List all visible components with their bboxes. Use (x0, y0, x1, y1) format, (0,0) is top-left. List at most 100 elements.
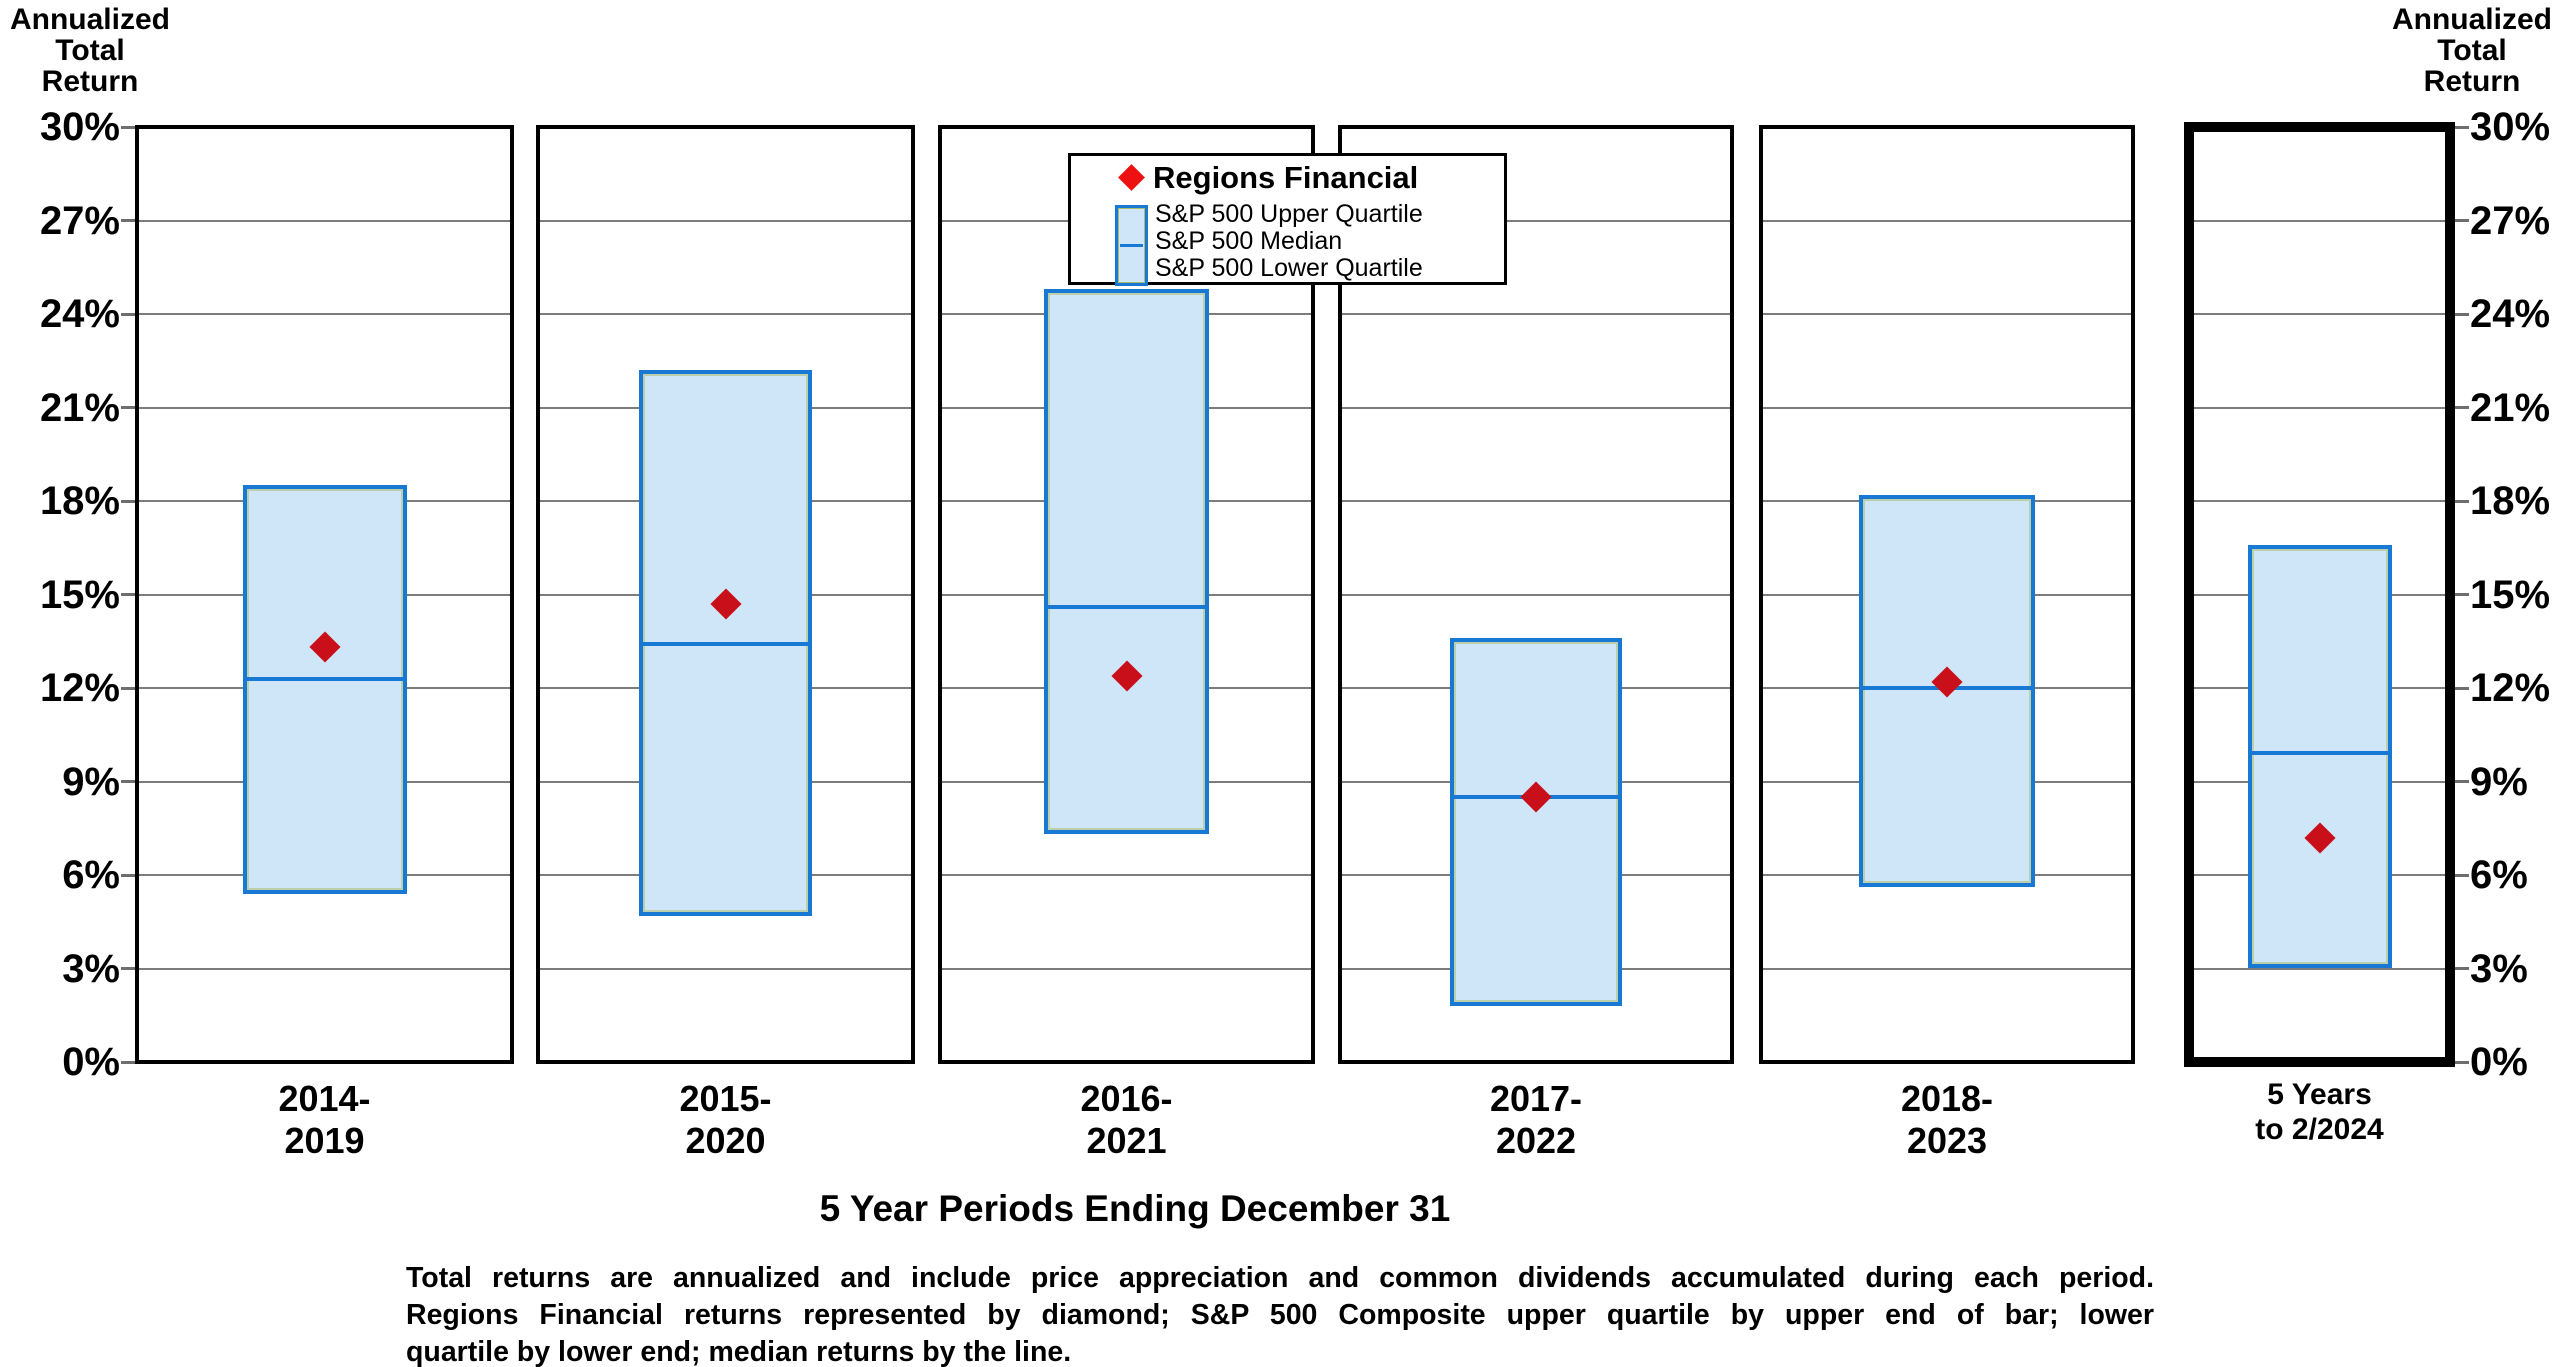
period-label-line: 2019 (284, 1119, 365, 1161)
y-tick-mark-right (2455, 686, 2469, 690)
y-axis-title-left: Annualized Total Return (0, 4, 180, 97)
period-panel (1759, 125, 2135, 1064)
y-tick-label-right: 18% (2470, 479, 2551, 523)
y-tick-label-left: 15% (39, 572, 120, 617)
period-panel (536, 125, 915, 1064)
median-line-sample-icon (1120, 244, 1143, 247)
gridline (139, 967, 510, 970)
gridline (139, 313, 510, 315)
y-tick-label-left: 3% (62, 946, 120, 991)
y-axis-title-right-line: Return (2423, 65, 2521, 98)
y-tick-mark-left (121, 406, 136, 409)
sp500-quartile-bar (1450, 638, 1622, 1006)
y-tick-mark-left (121, 1060, 136, 1064)
y-axis-title-right-line: Total (2437, 34, 2507, 67)
period-label-line: 2020 (685, 1119, 766, 1161)
y-tick-label-right: 21% (2470, 385, 2551, 430)
y-axis-title-right-line: Annualized (2391, 3, 2552, 36)
y-tick-mark-left (121, 686, 136, 690)
gridline (2194, 406, 2445, 409)
y-tick-label-right: 12% (2470, 666, 2551, 710)
footnote: Total returns are annualized and include… (406, 1260, 2154, 1367)
y-tick-mark-left (121, 219, 136, 222)
x-axis-title: 5 Year Periods Ending December 31 (819, 1188, 1451, 1229)
quartile-bar-sample-icon (1115, 205, 1148, 286)
sp500-median-line (245, 676, 404, 681)
period-label: 5 Years to 2/2024 (2150, 1078, 2490, 1148)
period-label-line: 2021 (1086, 1119, 1167, 1161)
gridline (1342, 219, 1730, 222)
legend: Regions Financial S&P 500 Upper Quartile… (1068, 153, 1507, 286)
y-tick-mark-right (2455, 406, 2469, 409)
y-tick-label-right: 30% (2470, 105, 2551, 149)
y-axis-title-left-line: Annualized (9, 3, 170, 36)
y-tick-label-right: 6% (2470, 853, 2528, 897)
gridline (139, 219, 510, 222)
period-label-line: 2017- (1489, 1078, 1583, 1119)
gridline (1342, 313, 1730, 315)
sp500-quartile-bar (1859, 494, 2035, 888)
gridline (540, 313, 911, 315)
y-tick-label-right: 24% (2470, 292, 2551, 336)
y-tick-mark-right (2455, 873, 2469, 877)
y-tick-label-left: 9% (62, 759, 120, 804)
y-tick-mark-right (2455, 593, 2469, 596)
y-tick-label-right: 3% (2470, 946, 2528, 991)
legend-item-median: S&P 500 Median (1155, 227, 1343, 255)
period-label-line: 2015- (679, 1078, 772, 1119)
gridline (1763, 406, 2131, 409)
sp500-quartile-bar (242, 485, 407, 894)
y-tick-label-left: 27% (39, 198, 120, 243)
legend-series-regions-financial: Regions Financial (1153, 160, 1419, 195)
period-label: 2018- 2023 (1777, 1078, 2117, 1162)
y-tick-mark-right (2455, 219, 2469, 222)
y-tick-mark-left (121, 312, 136, 316)
gridline (1763, 967, 2131, 970)
y-tick-mark-left (121, 967, 136, 970)
y-tick-mark-right (2455, 312, 2469, 316)
y-tick-mark-right (2455, 125, 2469, 129)
gridline (2194, 219, 2445, 222)
y-tick-mark-left (121, 499, 136, 503)
y-tick-label-right: 9% (2470, 759, 2528, 804)
period-panel (1338, 125, 1734, 1064)
gridline (2194, 500, 2445, 502)
y-tick-mark-right (2455, 780, 2469, 783)
period-label-line: 2014- (278, 1078, 371, 1119)
gridline (942, 874, 1311, 876)
gridline (1342, 406, 1730, 409)
regions-financial-diamond-icon (1118, 164, 1145, 191)
y-tick-label-right: 0% (2470, 1040, 2528, 1084)
y-tick-label-right: 27% (2470, 198, 2551, 243)
footnote-line: Regions Financial returns represented by… (406, 1299, 2154, 1331)
gridline (1763, 313, 2131, 315)
y-tick-mark-right (2455, 967, 2469, 970)
gridline (139, 406, 510, 409)
period-panel (2184, 122, 2455, 1067)
y-tick-label-left: 21% (39, 385, 120, 430)
period-label-line: 2018- (1900, 1078, 1994, 1119)
y-axis-title-left-line: Total (55, 34, 125, 67)
sp500-median-line (2250, 751, 2389, 756)
footnote-line: Total returns are annualized and include… (406, 1262, 2154, 1294)
gridline (942, 967, 1311, 970)
gridline (1342, 500, 1730, 502)
y-tick-label-left: 6% (62, 853, 120, 897)
y-tick-label-right: 15% (2470, 572, 2551, 617)
legend-items: S&P 500 Upper Quartile S&P 500 Median S&… (1155, 201, 1423, 282)
period-label-line: 5 Years (2267, 1078, 2372, 1111)
y-tick-label-left: 24% (39, 292, 120, 336)
period-label-line: 2022 (1495, 1119, 1577, 1161)
sp500-quartile-bar (1044, 289, 1209, 835)
footnote-line: quartile by lower end; median returns by… (406, 1336, 1072, 1367)
y-tick-label-left: 30% (39, 105, 120, 149)
y-axis-title-right: Annualized Total Return (2382, 4, 2560, 97)
gridline (2194, 967, 2445, 970)
y-tick-label-left: 18% (39, 479, 120, 523)
period-panel (135, 125, 514, 1064)
period-label: 2015- 2020 (556, 1078, 896, 1162)
period-label-line: 2023 (1906, 1119, 1988, 1161)
gridline (1342, 593, 1730, 596)
